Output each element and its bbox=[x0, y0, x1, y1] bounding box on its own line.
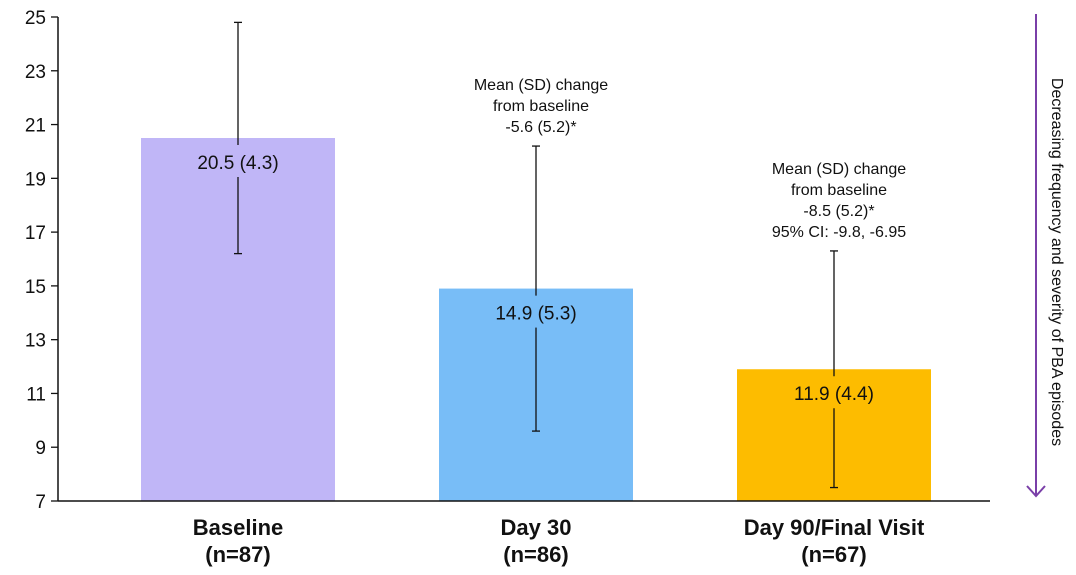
category-n-0: (n=87) bbox=[205, 542, 270, 567]
labels-layer: 20.5 (4.3)14.9 (5.3)11.9 (4.4)Baseline(n… bbox=[193, 77, 925, 567]
value-label-1: 14.9 (5.3) bbox=[495, 304, 576, 325]
annotation-1-line-0: Mean (SD) change bbox=[772, 161, 906, 178]
y-tick-label-8: 23 bbox=[25, 62, 46, 83]
y-tick-label-1: 9 bbox=[35, 438, 46, 459]
axis-layer: 7 9 11 13 15 17 19 21 23 25 bbox=[25, 8, 990, 513]
down-arrow-icon bbox=[1026, 485, 1046, 498]
y-tick-label-2: 11 bbox=[26, 384, 46, 405]
category-n-1: (n=86) bbox=[503, 542, 568, 567]
y-tick-label-0: 7 bbox=[35, 492, 46, 513]
side-label: Decreasing frequency and severity of PBA… bbox=[1048, 78, 1065, 446]
value-label-0: 20.5 (4.3) bbox=[197, 153, 278, 174]
y-tick-label-9: 25 bbox=[25, 8, 46, 29]
y-tick-label-6: 19 bbox=[25, 169, 46, 190]
annotation-0-line-2: -5.6 (5.2)* bbox=[505, 119, 576, 136]
side-indicator: Decreasing frequency and severity of PBA… bbox=[1026, 14, 1065, 498]
y-tick-label-4: 15 bbox=[25, 277, 46, 298]
category-label-2: Day 90/Final Visit bbox=[744, 515, 925, 540]
annotation-0-line-0: Mean (SD) change bbox=[474, 77, 608, 94]
value-label-2: 11.9 (4.4) bbox=[794, 384, 874, 405]
category-n-2: (n=67) bbox=[801, 542, 866, 567]
y-tick-label-7: 21 bbox=[25, 116, 46, 137]
annotation-0-line-1: from baseline bbox=[493, 98, 589, 115]
annotation-1-line-3: 95% CI: -9.8, -6.95 bbox=[772, 224, 906, 241]
annotation-1-line-1: from baseline bbox=[791, 182, 887, 199]
category-label-0: Baseline bbox=[193, 515, 284, 540]
y-tick-label-5: 17 bbox=[25, 223, 46, 244]
category-label-1: Day 30 bbox=[501, 515, 572, 540]
y-tick-label-3: 13 bbox=[25, 331, 46, 352]
error-bars-layer bbox=[234, 21, 838, 489]
annotation-1-line-2: -8.5 (5.2)* bbox=[803, 203, 874, 220]
